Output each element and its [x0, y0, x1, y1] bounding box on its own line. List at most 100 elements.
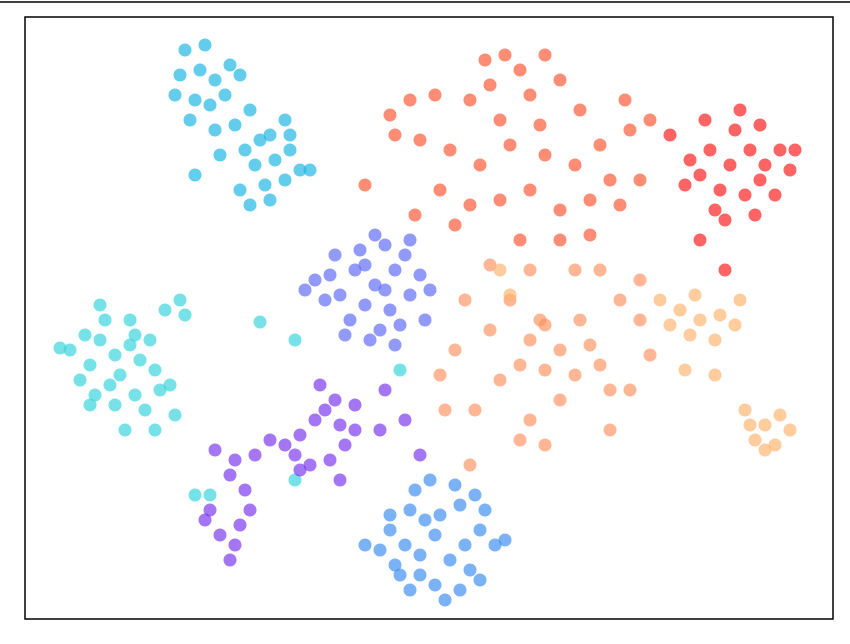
- point: [768, 438, 782, 452]
- point: [728, 123, 742, 137]
- point: [603, 423, 617, 437]
- point: [703, 143, 717, 157]
- point: [493, 113, 507, 127]
- point: [523, 333, 537, 347]
- point: [393, 363, 407, 377]
- point: [228, 453, 242, 467]
- point: [463, 93, 477, 107]
- point: [383, 303, 397, 317]
- point: [408, 208, 422, 222]
- point: [493, 373, 507, 387]
- point: [388, 128, 402, 142]
- point: [253, 315, 267, 329]
- point: [223, 468, 237, 482]
- point: [453, 583, 467, 597]
- point: [248, 158, 262, 172]
- point: [693, 168, 707, 182]
- point: [553, 233, 567, 247]
- point: [283, 128, 297, 142]
- point: [688, 288, 702, 302]
- point: [748, 433, 762, 447]
- point: [443, 553, 457, 567]
- point: [413, 548, 427, 562]
- point: [338, 328, 352, 342]
- point: [413, 268, 427, 282]
- point: [663, 128, 677, 142]
- point: [643, 348, 657, 362]
- point: [473, 573, 487, 587]
- point: [523, 263, 537, 277]
- point: [758, 443, 772, 457]
- point: [283, 143, 297, 157]
- point: [253, 133, 267, 147]
- point: [318, 403, 332, 417]
- point: [498, 533, 512, 547]
- point: [383, 508, 397, 522]
- point: [423, 473, 437, 487]
- point: [188, 93, 202, 107]
- point: [773, 143, 787, 157]
- point: [493, 193, 507, 207]
- point: [198, 38, 212, 52]
- point: [438, 593, 452, 607]
- point: [788, 143, 802, 157]
- point: [773, 408, 787, 422]
- point: [218, 88, 232, 102]
- point: [748, 208, 762, 222]
- point: [473, 158, 487, 172]
- points: [53, 38, 802, 607]
- point: [243, 198, 257, 212]
- point: [768, 188, 782, 202]
- point: [553, 343, 567, 357]
- point: [153, 383, 167, 397]
- point: [93, 298, 107, 312]
- point: [333, 418, 347, 432]
- point: [233, 183, 247, 197]
- point: [148, 363, 162, 377]
- point: [663, 318, 677, 332]
- point: [328, 248, 342, 262]
- point: [753, 118, 767, 132]
- point: [388, 263, 402, 277]
- point: [403, 233, 417, 247]
- point: [308, 273, 322, 287]
- point: [718, 263, 732, 277]
- point: [173, 293, 187, 307]
- point: [448, 343, 462, 357]
- point: [573, 313, 587, 327]
- point: [523, 413, 537, 427]
- point: [428, 578, 442, 592]
- point: [258, 178, 272, 192]
- point: [593, 263, 607, 277]
- point: [53, 341, 67, 355]
- point: [708, 333, 722, 347]
- point: [108, 398, 122, 412]
- point: [393, 318, 407, 332]
- point: [573, 103, 587, 117]
- point: [403, 583, 417, 597]
- point: [83, 398, 97, 412]
- point: [358, 178, 372, 192]
- point: [568, 158, 582, 172]
- point: [378, 383, 392, 397]
- point: [453, 498, 467, 512]
- point: [243, 103, 257, 117]
- point: [83, 358, 97, 372]
- point: [353, 243, 367, 257]
- point: [333, 473, 347, 487]
- point: [428, 88, 442, 102]
- point: [678, 363, 692, 377]
- point: [633, 313, 647, 327]
- point: [383, 523, 397, 537]
- point: [758, 418, 772, 432]
- point: [538, 48, 552, 62]
- point: [683, 328, 697, 342]
- point: [443, 143, 457, 157]
- point: [383, 108, 397, 122]
- point: [523, 88, 537, 102]
- point: [368, 228, 382, 242]
- point: [583, 193, 597, 207]
- point: [433, 508, 447, 522]
- point: [288, 333, 302, 347]
